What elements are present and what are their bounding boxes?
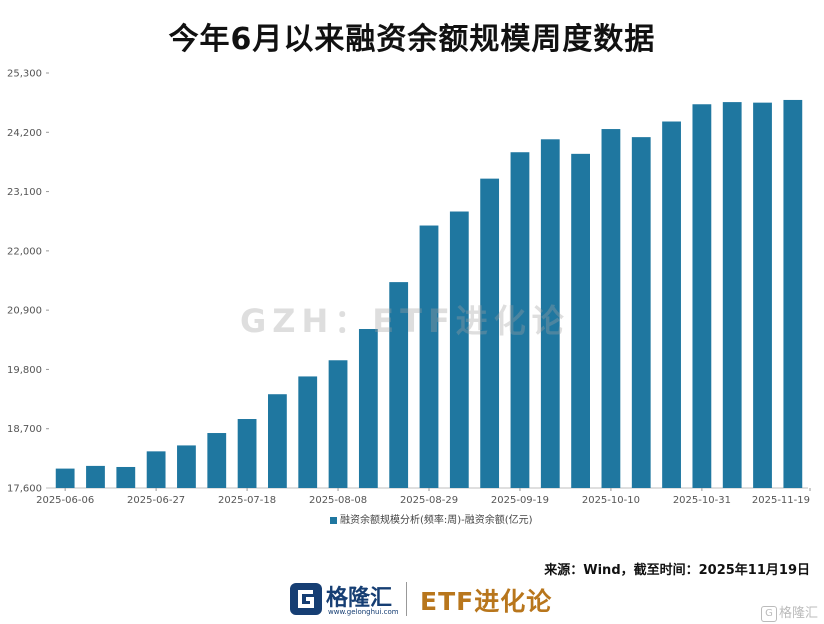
bar-series — [55, 99, 803, 489]
x-tick-label: 2025-06-27 — [127, 495, 185, 506]
bar — [783, 99, 803, 488]
y-tick-label: 23,100 — [7, 187, 42, 198]
bar — [268, 394, 287, 488]
chart-title: 今年6月以来融资余额规模周度数据 — [168, 22, 656, 57]
corner-watermark: G 格隆汇 — [760, 602, 818, 622]
bar — [177, 445, 196, 488]
footer-divider — [406, 582, 407, 616]
x-tick-label: 2025-10-10 — [582, 495, 640, 506]
bar — [753, 102, 772, 489]
bar — [631, 137, 651, 489]
bar — [510, 152, 530, 488]
bar — [540, 139, 560, 488]
bar — [389, 282, 409, 488]
bar — [86, 465, 105, 488]
bar — [358, 329, 378, 488]
bar — [449, 211, 469, 488]
corner-mark-label: 格隆汇 — [778, 606, 818, 621]
y-tick-label: 25,300 — [7, 69, 42, 80]
x-tick-label: 2025-07-18 — [218, 495, 276, 506]
y-tick-label: 24,200 — [7, 128, 42, 139]
watermark: GZH：ETF进化论 — [240, 302, 570, 340]
x-tick-label: 2025-08-29 — [400, 495, 458, 506]
x-tick-label: 2025-10-31 — [673, 495, 731, 506]
y-tick-label: 20,900 — [7, 306, 42, 317]
bar — [237, 419, 257, 488]
x-tick-label: 2025-06-06 — [36, 495, 94, 506]
bar — [55, 468, 75, 488]
legend-swatch — [330, 516, 337, 524]
bar — [480, 178, 500, 489]
bar — [207, 433, 227, 488]
corner-logo-icon: G — [760, 605, 777, 622]
y-tick-label: 18,700 — [7, 424, 42, 435]
y-tick-label: 22,000 — [7, 246, 42, 257]
legend-label: 融资余额规模分析(频率:周)-融资余额(亿元) — [340, 515, 533, 526]
bar — [722, 102, 742, 489]
bar — [298, 376, 318, 488]
x-tick-label: 2025-11-19 — [752, 495, 810, 506]
bar-chart: 17,600 18,700 19,800 20,900 22,000 23,100 24,2… — [7, 69, 811, 506]
x-tick-label: 2025-09-19 — [491, 495, 549, 506]
y-tick-label: 19,800 — [7, 365, 42, 376]
gelonghui-logo-icon — [290, 583, 322, 615]
brand-url: www.gelonghui.com — [328, 608, 399, 616]
bar — [419, 225, 439, 488]
bar — [116, 466, 136, 488]
bar — [571, 153, 590, 488]
legend: 融资余额规模分析(频率:周)-融资余额(亿元) — [330, 511, 533, 526]
y-tick-label: 17,600 — [7, 484, 42, 495]
bar — [601, 129, 621, 488]
y-axis: 17,600 18,700 19,800 20,900 22,000 23,100 24,2… — [7, 69, 49, 495]
bar — [662, 121, 681, 488]
bar — [692, 104, 712, 489]
bar — [328, 360, 348, 488]
x-axis: 2025-06-06 2025-06-27 2025-07-18 2025-08-08… — [36, 487, 811, 506]
source-note: 来源：Wind，截至时间：2025年11月19日 — [544, 563, 810, 578]
brand-name: 格隆汇 — [326, 586, 393, 611]
bar — [146, 451, 166, 488]
footer: 格隆汇 www.gelonghui.com ETF进化论 G 格隆汇 — [0, 574, 824, 624]
x-tick-label: 2025-08-08 — [309, 495, 367, 506]
etf-brand: ETF进化论 — [420, 587, 553, 616]
